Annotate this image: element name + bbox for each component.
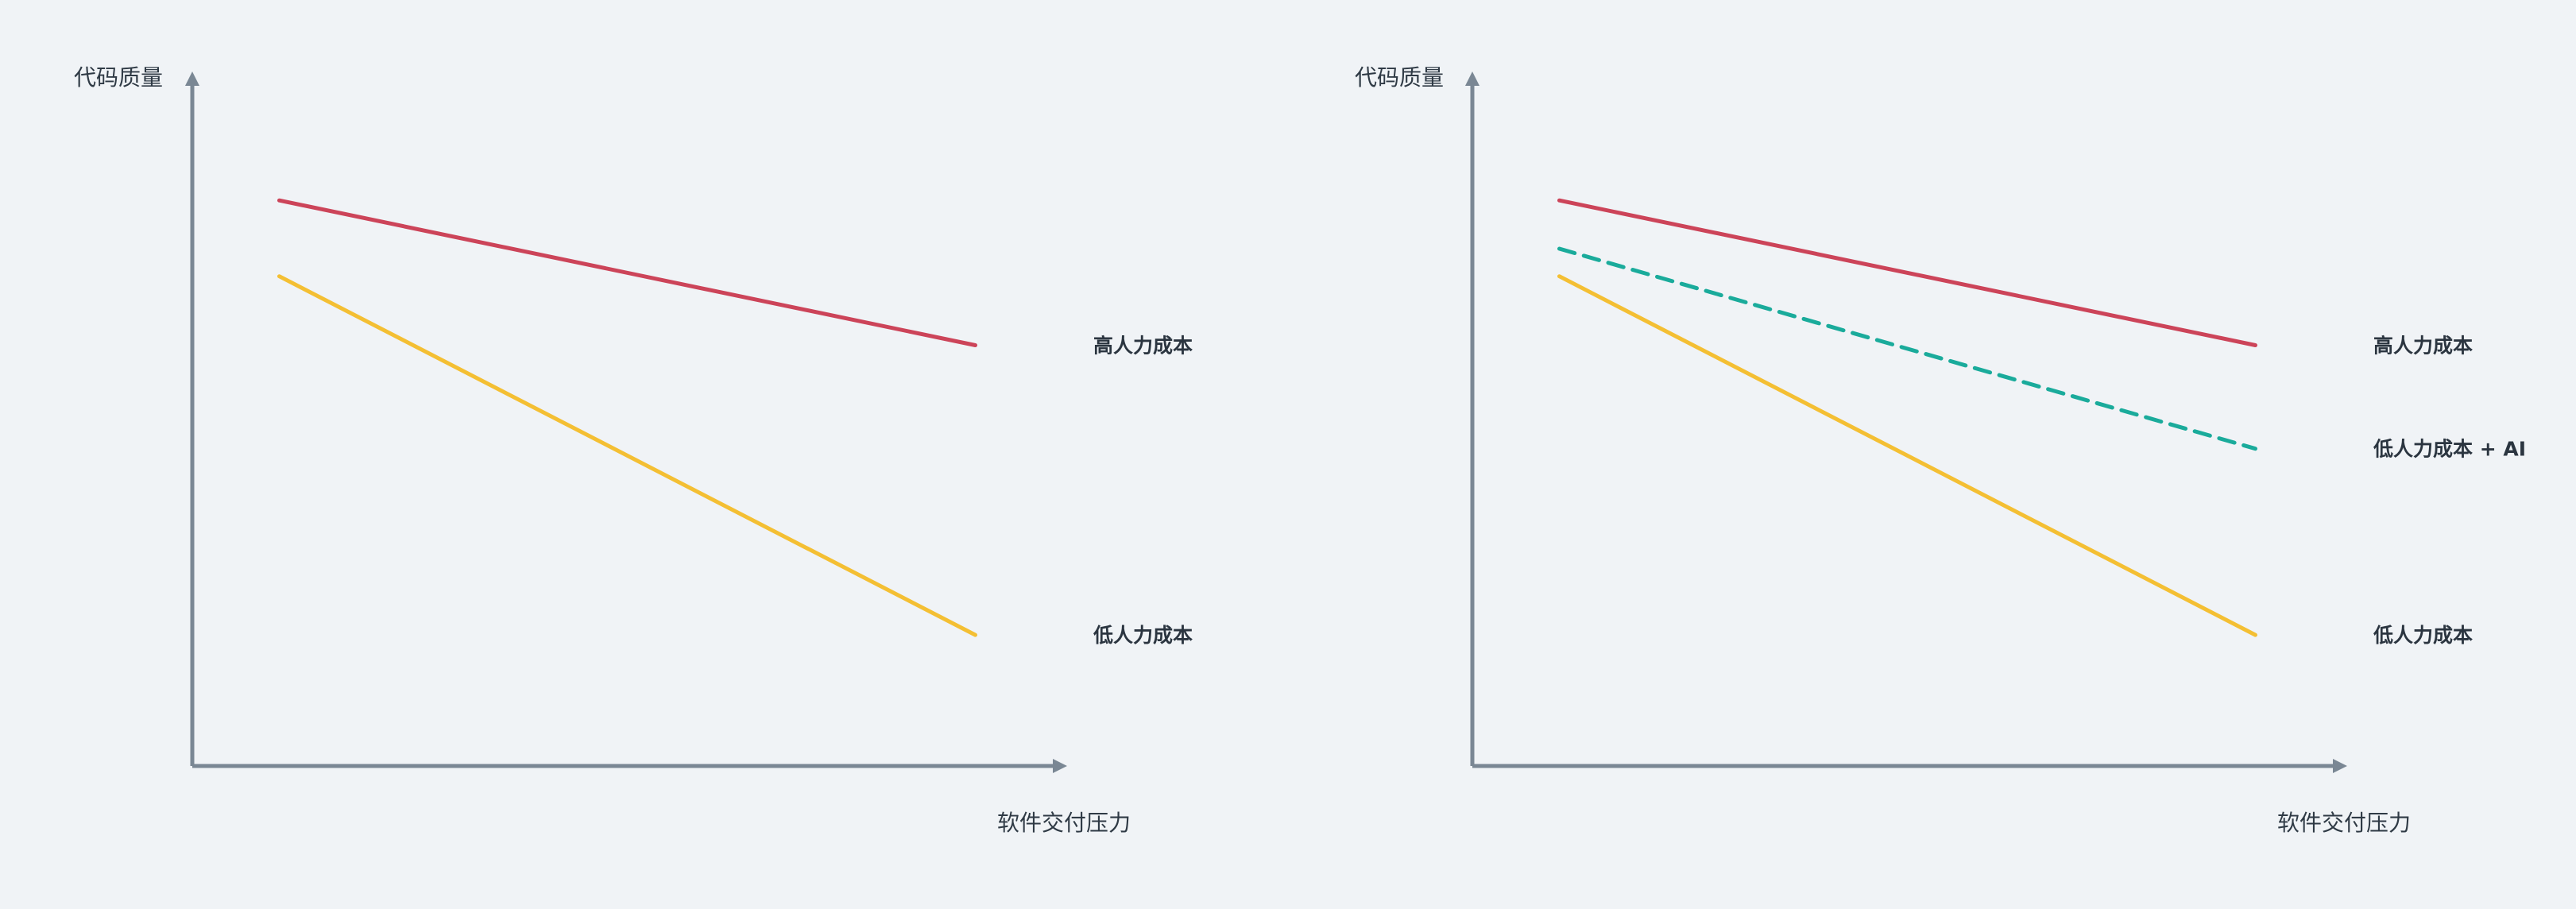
series-label-2: 低人力成本 xyxy=(1093,624,1193,647)
y-axis-arrow-icon xyxy=(185,72,199,86)
y-axis-title: 代码质量 xyxy=(1355,64,1444,91)
series-label-2: 低人力成本 + AI xyxy=(2373,438,2526,461)
series-label-1: 高人力成本 xyxy=(1093,335,1193,358)
x-axis-arrow-icon xyxy=(1053,759,1067,773)
y-axis-arrow-icon xyxy=(1465,72,1479,86)
series-line-2 xyxy=(1557,246,2257,451)
series-line-1 xyxy=(277,198,977,347)
y-axis-title: 代码质量 xyxy=(74,64,163,91)
series-label-3: 低人力成本 xyxy=(2373,624,2473,647)
x-axis-arrow-icon xyxy=(2333,759,2347,773)
series-line-2 xyxy=(277,274,977,637)
x-axis-title: 软件交付压力 xyxy=(2277,810,2411,836)
series-label-1: 高人力成本 xyxy=(2373,335,2473,358)
series-line-1 xyxy=(1557,198,2257,347)
x-axis-title: 软件交付压力 xyxy=(997,810,1131,836)
series-line-3 xyxy=(1557,274,2257,637)
